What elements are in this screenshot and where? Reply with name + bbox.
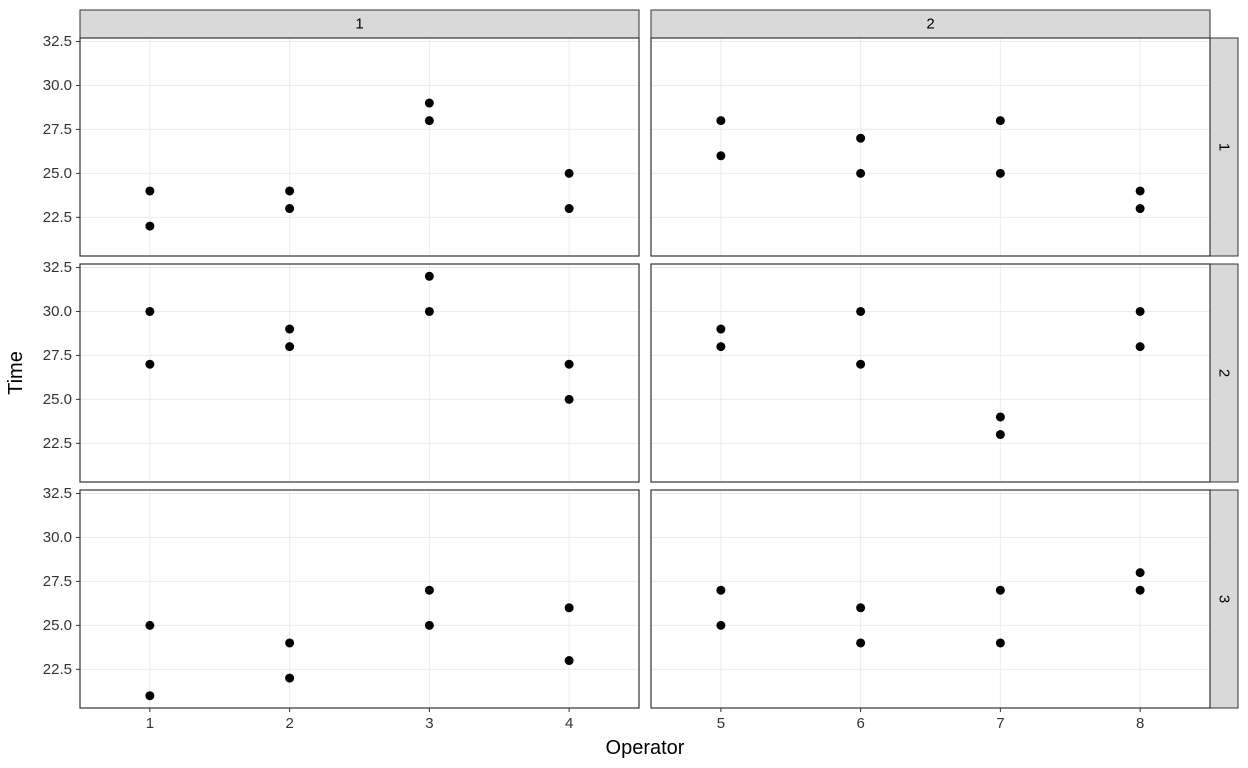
- data-point: [425, 307, 434, 316]
- data-point: [425, 99, 434, 108]
- data-point: [145, 621, 154, 630]
- data-point: [996, 586, 1005, 595]
- y-tick-label: 25.0: [43, 165, 72, 182]
- data-point: [1136, 307, 1145, 316]
- data-point: [565, 204, 574, 213]
- data-point: [996, 116, 1005, 125]
- data-point: [716, 151, 725, 160]
- data-point: [565, 656, 574, 665]
- data-point: [425, 272, 434, 281]
- panel: [651, 264, 1210, 482]
- panel: [651, 38, 1210, 256]
- y-tick-label: 25.0: [43, 617, 72, 634]
- data-point: [565, 360, 574, 369]
- data-point: [145, 307, 154, 316]
- data-point: [285, 638, 294, 647]
- data-point: [996, 638, 1005, 647]
- data-point: [856, 134, 865, 143]
- data-point: [716, 621, 725, 630]
- col-strip-label: 2: [926, 16, 934, 33]
- y-tick-label: 32.5: [43, 33, 72, 50]
- y-tick-label: 32.5: [43, 485, 72, 502]
- x-tick-label: 5: [717, 715, 725, 732]
- y-tick-label: 22.5: [43, 435, 72, 452]
- x-tick-label: 6: [856, 715, 864, 732]
- data-point: [856, 360, 865, 369]
- data-point: [285, 674, 294, 683]
- y-tick-label: 30.0: [43, 77, 72, 94]
- data-point: [716, 586, 725, 595]
- row-strip-label: 3: [1216, 595, 1233, 603]
- y-tick-label: 32.5: [43, 259, 72, 276]
- data-point: [716, 116, 725, 125]
- chart-svg: 1 2 1 2 3 22.5 25.0 27.5 30.0 32.5 22.5 25.0 27.5 30.…: [0, 0, 1248, 768]
- col-strip-label: 1: [355, 16, 363, 33]
- data-point: [285, 325, 294, 334]
- data-point: [145, 360, 154, 369]
- y-tick-label: 27.5: [43, 347, 72, 364]
- data-point: [425, 621, 434, 630]
- data-point: [145, 691, 154, 700]
- panel: [80, 38, 639, 256]
- data-point: [145, 222, 154, 231]
- data-point: [1136, 342, 1145, 351]
- x-tick-label: 8: [1136, 715, 1144, 732]
- data-point: [565, 395, 574, 404]
- data-point: [285, 204, 294, 213]
- y-tick-label: 22.5: [43, 209, 72, 226]
- data-point: [856, 307, 865, 316]
- y-tick-label: 30.0: [43, 303, 72, 320]
- row-strip-label: 1: [1216, 143, 1233, 151]
- data-point: [1136, 186, 1145, 195]
- x-tick-label: 3: [425, 715, 433, 732]
- data-point: [856, 638, 865, 647]
- y-tick-label: 27.5: [43, 121, 72, 138]
- data-point: [1136, 204, 1145, 213]
- x-axis-title: Operator: [606, 737, 685, 759]
- panel: [651, 490, 1210, 708]
- data-point: [1136, 568, 1145, 577]
- y-tick-label: 25.0: [43, 391, 72, 408]
- x-tick-label: 4: [565, 715, 573, 732]
- data-point: [996, 169, 1005, 178]
- facet-chart: 1 2 1 2 3 22.5 25.0 27.5 30.0 32.5 22.5 25.0 27.5 30.…: [0, 0, 1248, 768]
- y-tick-label: 22.5: [43, 661, 72, 678]
- row-strip-label: 2: [1216, 369, 1233, 377]
- data-point: [996, 412, 1005, 421]
- y-axis-title: Time: [5, 351, 27, 395]
- y-tick-label: 30.0: [43, 529, 72, 546]
- data-point: [856, 603, 865, 612]
- panel: [80, 490, 639, 708]
- data-point: [425, 586, 434, 595]
- data-point: [1136, 586, 1145, 595]
- x-tick-label: 7: [996, 715, 1004, 732]
- data-point: [996, 430, 1005, 439]
- data-point: [425, 116, 434, 125]
- data-point: [856, 169, 865, 178]
- data-point: [285, 186, 294, 195]
- data-point: [716, 325, 725, 334]
- data-point: [716, 342, 725, 351]
- x-tick-label: 1: [146, 715, 154, 732]
- x-tick-label: 2: [285, 715, 293, 732]
- panel: [80, 264, 639, 482]
- data-point: [145, 186, 154, 195]
- data-point: [565, 603, 574, 612]
- data-point: [285, 342, 294, 351]
- y-tick-label: 27.5: [43, 573, 72, 590]
- data-point: [565, 169, 574, 178]
